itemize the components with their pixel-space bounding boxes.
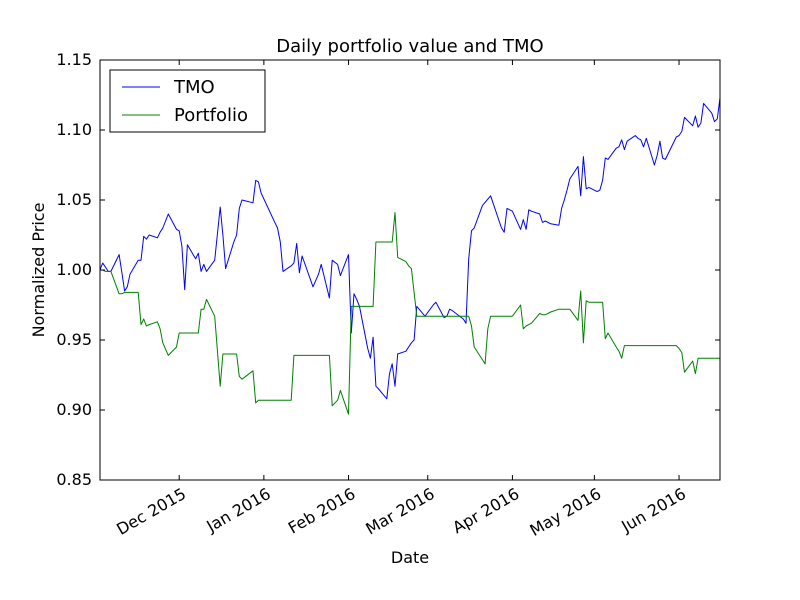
- y-tick-label: 1.10: [56, 120, 92, 139]
- legend-box: [109, 69, 266, 133]
- y-axis: 0.85 0.90 0.95 1.00 1.05 1.10 1.15: [56, 50, 720, 489]
- y-tick-label: 0.85: [56, 470, 92, 489]
- y-tick-label: 0.95: [56, 330, 92, 349]
- y-tick-label: 1.00: [56, 260, 92, 279]
- y-tick-label: 1.05: [56, 190, 92, 209]
- x-axis-label: Date: [391, 548, 429, 567]
- chart-title: Daily portfolio value and TMO: [276, 36, 543, 57]
- legend-label-tmo: TMO: [173, 77, 215, 98]
- series-line-portfolio: [100, 212, 720, 415]
- legend: TMO Portfolio: [109, 69, 266, 133]
- y-tick-label: 0.90: [56, 400, 92, 419]
- series-line-tmo: [100, 97, 720, 400]
- y-tick-label: 1.15: [56, 50, 92, 69]
- legend-label-portfolio: Portfolio: [174, 105, 248, 126]
- y-axis-label: Normalized Price: [29, 203, 48, 338]
- series-layer: [100, 97, 720, 415]
